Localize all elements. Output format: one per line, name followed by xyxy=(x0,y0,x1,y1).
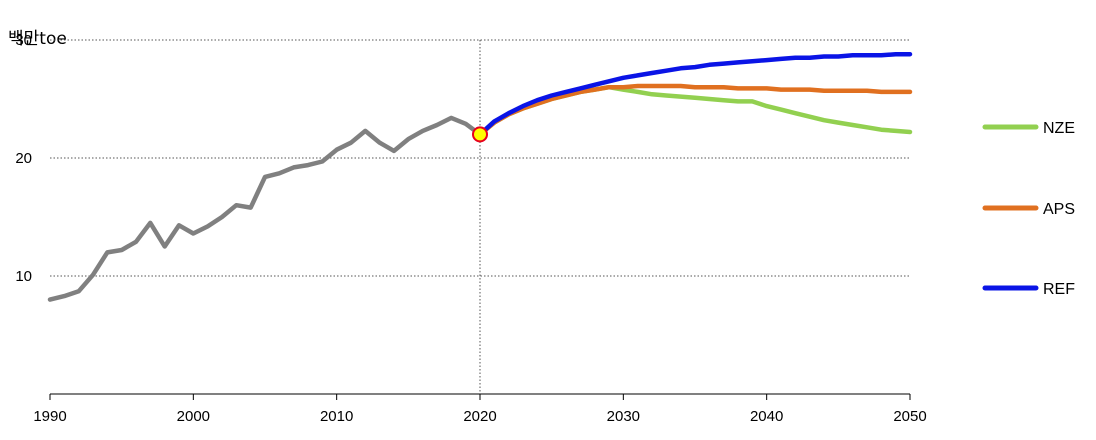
series-line-ref xyxy=(477,51,913,137)
x-tick-label: 2010 xyxy=(320,408,353,425)
legend-label-nze: NZE xyxy=(1043,120,1075,137)
y-tick-label: 30 xyxy=(15,32,32,49)
x-tick-label: 2020 xyxy=(463,408,496,425)
y-tick-label: 20 xyxy=(15,150,32,167)
series-line-historical xyxy=(47,115,483,302)
junction-marker xyxy=(472,126,488,143)
x-tick-label: 2030 xyxy=(607,408,640,425)
x-tick-label: 2040 xyxy=(750,408,783,425)
series-line-nze xyxy=(477,84,913,137)
legend-label-aps: APS xyxy=(1043,201,1075,218)
x-tick-label: 2000 xyxy=(177,408,210,425)
y-tick-label: 10 xyxy=(15,268,32,285)
x-tick-label: 1990 xyxy=(33,408,66,425)
y-axis-unit-label: 백만toe xyxy=(8,29,67,49)
legend-label-ref: REF xyxy=(1043,281,1075,298)
x-tick-label: 2050 xyxy=(893,408,926,425)
series-line-aps xyxy=(477,83,913,137)
